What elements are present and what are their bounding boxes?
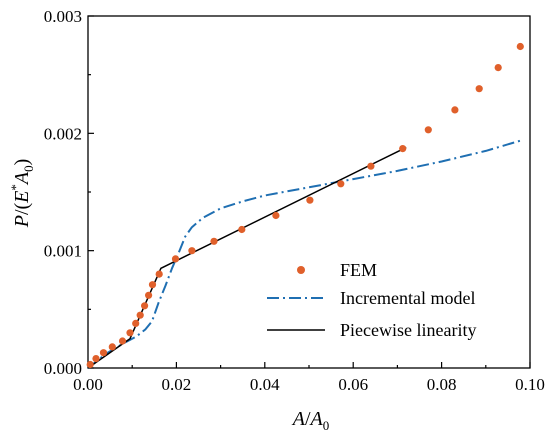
fem-point xyxy=(475,85,483,93)
fem-point xyxy=(155,270,163,278)
fem-point xyxy=(399,145,407,153)
y-tick-label: 0.003 xyxy=(44,7,82,26)
axes-border xyxy=(87,15,531,369)
fem-point xyxy=(171,255,180,263)
fem-point xyxy=(99,349,108,357)
tick-labels: 0.00 0.02 0.04 0.06 0.08 0.10 0.000 0.001 0.002 0… xyxy=(44,7,545,394)
x-tick-label: 0.00 xyxy=(73,375,103,394)
fem-point xyxy=(424,126,432,134)
y-tick-label: 0.001 xyxy=(44,242,82,261)
axes-frame xyxy=(87,15,531,369)
fem-point xyxy=(272,211,280,220)
x-tick-label: 0.06 xyxy=(338,375,368,394)
legend: FEM Incremental model Piecewise linearit… xyxy=(267,260,476,340)
y-axis-title: P/(E*A0) xyxy=(8,159,36,229)
fem-point xyxy=(108,343,116,351)
legend-fem-marker xyxy=(297,266,305,274)
legend-fem-label: FEM xyxy=(340,260,377,280)
incremental-model-line xyxy=(87,139,522,369)
x-tick-label: 0.04 xyxy=(250,375,280,394)
fem-point xyxy=(306,196,314,204)
fem-point xyxy=(188,247,196,255)
fem-point xyxy=(494,64,502,72)
fem-point xyxy=(238,225,246,234)
fem-point xyxy=(367,162,375,170)
fem-point xyxy=(148,281,157,289)
fem-point xyxy=(118,337,127,345)
fem-point xyxy=(86,360,94,369)
fem-point xyxy=(132,319,140,327)
axis-ticks xyxy=(87,15,531,369)
y-tick-label: 0.000 xyxy=(44,359,82,378)
fem-point xyxy=(145,291,153,299)
x-axis-title: A/A0 xyxy=(291,408,330,433)
fem-point xyxy=(516,42,524,51)
legend-piecewise-label: Piecewise linearity xyxy=(340,320,476,340)
fem-point xyxy=(92,355,100,363)
x-tick-label: 0.02 xyxy=(162,375,192,394)
fem-point xyxy=(210,237,218,245)
legend-incremental-label: Incremental model xyxy=(340,288,475,308)
fem-point xyxy=(141,302,149,310)
x-tick-label: 0.10 xyxy=(515,375,545,394)
fem-point xyxy=(337,180,345,188)
x-tick-label: 0.08 xyxy=(427,375,457,394)
y-tick-label: 0.002 xyxy=(44,124,82,143)
plot-area xyxy=(86,42,524,369)
fem-point xyxy=(451,106,459,114)
fem-point xyxy=(126,329,134,337)
fem-point xyxy=(136,311,144,319)
